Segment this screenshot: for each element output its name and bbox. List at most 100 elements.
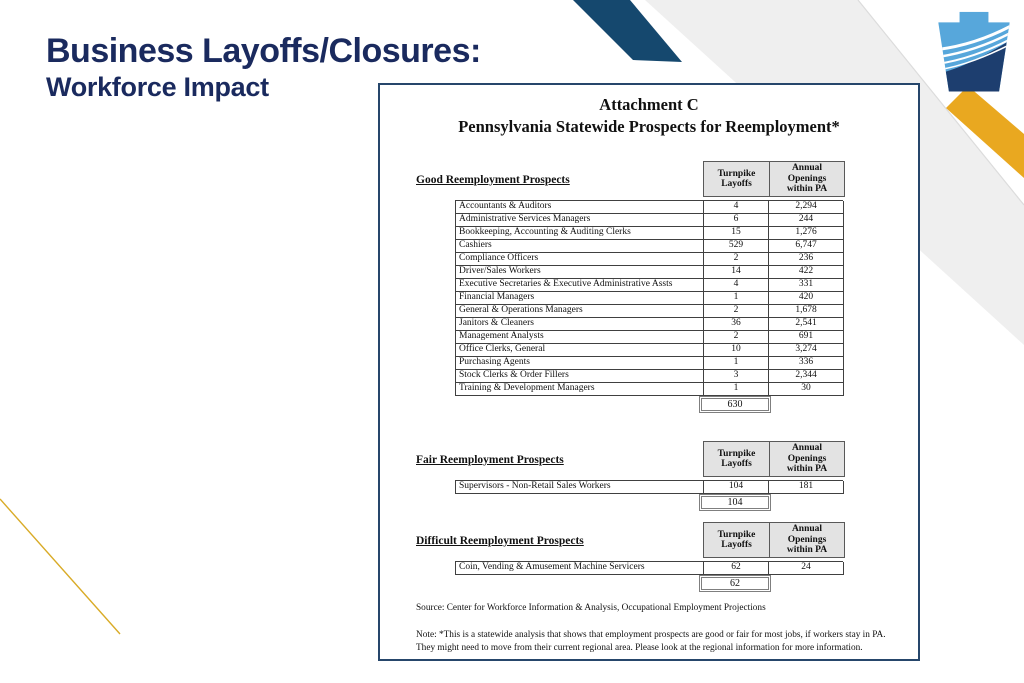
occupation-cell: Executive Secretaries & Executive Admini… (456, 279, 704, 292)
column-header-turnpike-layoffs: Turnpike Layoffs (717, 529, 756, 551)
openings-cell: 181 (769, 481, 844, 494)
openings-cell: 2,344 (769, 370, 844, 383)
openings-cell: 236 (769, 253, 844, 266)
openings-cell: 6,747 (769, 240, 844, 253)
layoffs-cell: 1 (704, 292, 769, 305)
column-header-annual-openings: Annual Openings within PA (769, 162, 844, 196)
openings-cell: 2,541 (769, 318, 844, 331)
slide-header: Business Layoffs/Closures: Workforce Imp… (46, 30, 481, 102)
occupation-cell: Coin, Vending & Amusement Machine Servic… (456, 562, 704, 575)
openings-cell: 30 (769, 383, 844, 396)
occupation-cell: Cashiers (456, 240, 704, 253)
occupation-cell: Supervisors - Non-Retail Sales Workers (456, 481, 704, 494)
table-row: Executive Secretaries & Executive Admini… (456, 279, 844, 292)
table-row: General & Operations Managers 2 1,678 (456, 305, 844, 318)
column-header-annual-openings: Annual Openings within PA (769, 523, 844, 557)
openings-cell: 691 (769, 331, 844, 344)
table-row: Purchasing Agents 1 336 (456, 357, 844, 370)
attachment-document: Attachment C Pennsylvania Statewide Pros… (378, 83, 920, 661)
total-box: 104 (699, 494, 771, 511)
occupation-cell: Administrative Services Managers (456, 214, 704, 227)
openings-cell: 244 (769, 214, 844, 227)
table-row: Administrative Services Managers 6 244 (456, 214, 844, 227)
openings-cell: 1,276 (769, 227, 844, 240)
occupations-table: Accountants & Auditors 4 2,294 Administrati… (455, 200, 844, 396)
note-line-1: Note: *This is a statewide analysis that… (416, 630, 886, 640)
table-row: Coin, Vending & Amusement Machine Servic… (456, 562, 844, 575)
column-header-turnpike-layoffs: Turnpike Layoffs (717, 448, 756, 470)
occupation-cell: Janitors & Cleaners (456, 318, 704, 331)
total-box: 630 (699, 396, 771, 413)
occupation-cell: Financial Managers (456, 292, 704, 305)
layoffs-cell: 3 (704, 370, 769, 383)
occupation-cell: Compliance Officers (456, 253, 704, 266)
table-row: Compliance Officers 2 236 (456, 253, 844, 266)
table-row: Office Clerks, General 10 3,274 (456, 344, 844, 357)
slide-title: Business Layoffs/Closures: (46, 32, 481, 70)
section-label: Difficult Reemployment Prospects (416, 535, 584, 547)
gold-thin-line (0, 498, 121, 635)
column-headers: Turnpike Layoffs Annual Openings within … (703, 522, 845, 558)
occupation-cell: Office Clerks, General (456, 344, 704, 357)
gold-diagonal-stripe (946, 86, 1024, 178)
section-label: Fair Reemployment Prospects (416, 454, 564, 466)
occupation-cell: Training & Development Managers (456, 383, 704, 396)
layoffs-cell: 2 (704, 305, 769, 318)
layoffs-cell: 4 (704, 279, 769, 292)
gray-band-edge-line (857, 0, 1024, 206)
occupation-cell: Stock Clerks & Order Fillers (456, 370, 704, 383)
document-subtitle: Pennsylvania Statewide Prospects for Ree… (458, 117, 840, 136)
column-headers: Turnpike Layoffs Annual Openings within … (703, 161, 845, 197)
table-row: Supervisors - Non-Retail Sales Workers 10… (456, 481, 844, 494)
slide-subtitle: Workforce Impact (46, 71, 269, 102)
navy-chevron-shape (573, 0, 682, 62)
openings-cell: 336 (769, 357, 844, 370)
layoffs-cell: 36 (704, 318, 769, 331)
table-row: Driver/Sales Workers 14 422 (456, 266, 844, 279)
occupation-cell: General & Operations Managers (456, 305, 704, 318)
layoffs-cell: 14 (704, 266, 769, 279)
occupation-cell: Accountants & Auditors (456, 201, 704, 214)
openings-cell: 422 (769, 266, 844, 279)
column-header-turnpike-layoffs: Turnpike Layoffs (717, 168, 756, 190)
table-row: Management Analysts 2 691 (456, 331, 844, 344)
pennsylvania-keystone-logo (938, 11, 1010, 92)
occupation-cell: Management Analysts (456, 331, 704, 344)
table-row: Financial Managers 1 420 (456, 292, 844, 305)
note-line-2: They might need to move from their curre… (416, 643, 863, 653)
table-row: Accountants & Auditors 4 2,294 (456, 201, 844, 214)
openings-cell: 3,274 (769, 344, 844, 357)
openings-cell: 1,678 (769, 305, 844, 318)
openings-cell: 331 (769, 279, 844, 292)
layoffs-cell: 104 (704, 481, 769, 494)
occupation-cell: Driver/Sales Workers (456, 266, 704, 279)
note-block: Note: *This is a statewide analysis that… (416, 629, 886, 655)
openings-cell: 24 (769, 562, 844, 575)
layoffs-cell: 2 (704, 331, 769, 344)
openings-cell: 2,294 (769, 201, 844, 214)
layoffs-cell: 1 (704, 383, 769, 396)
table-row: Janitors & Cleaners 36 2,541 (456, 318, 844, 331)
source-line: Source: Center for Workforce Information… (416, 603, 766, 613)
occupations-table: Supervisors - Non-Retail Sales Workers 10… (455, 480, 844, 494)
layoffs-cell: 4 (704, 201, 769, 214)
openings-cell: 420 (769, 292, 844, 305)
layoffs-cell: 1 (704, 357, 769, 370)
layoffs-cell: 529 (704, 240, 769, 253)
layoffs-cell: 10 (704, 344, 769, 357)
table-row: Bookkeeping, Accounting & Auditing Clerk… (456, 227, 844, 240)
occupations-table: Coin, Vending & Amusement Machine Servic… (455, 561, 844, 575)
table-row: Stock Clerks & Order Fillers 3 2,344 (456, 370, 844, 383)
total-box: 62 (699, 575, 771, 592)
occupation-cell: Purchasing Agents (456, 357, 704, 370)
column-headers: Turnpike Layoffs Annual Openings within … (703, 441, 845, 477)
layoffs-cell: 62 (704, 562, 769, 575)
layoffs-cell: 15 (704, 227, 769, 240)
table-row: Cashiers 529 6,747 (456, 240, 844, 253)
section-label: Good Reemployment Prospects (416, 174, 570, 186)
layoffs-cell: 2 (704, 253, 769, 266)
column-header-annual-openings: Annual Openings within PA (769, 442, 844, 476)
occupation-cell: Bookkeeping, Accounting & Auditing Clerk… (456, 227, 704, 240)
layoffs-cell: 6 (704, 214, 769, 227)
table-row: Training & Development Managers 1 30 (456, 383, 844, 396)
